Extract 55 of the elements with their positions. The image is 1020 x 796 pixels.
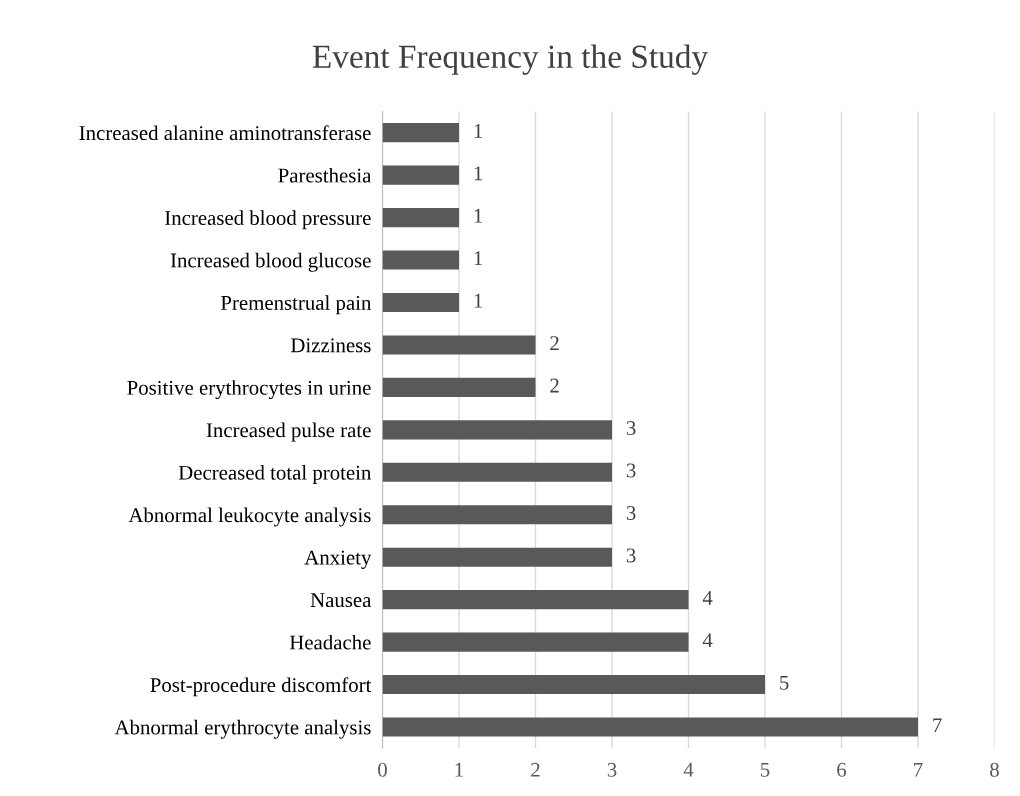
data-label: 2 xyxy=(550,336,559,350)
data-label: 1 xyxy=(474,123,483,138)
data-label: 7 xyxy=(933,718,942,733)
y-tick-label: Increased blood pressure xyxy=(165,210,371,230)
data-label: 3 xyxy=(626,548,636,563)
bar xyxy=(382,547,612,567)
data-label: 1 xyxy=(474,251,483,266)
data-label: 3 xyxy=(626,505,636,520)
y-tick-label: Paresthesia xyxy=(278,167,372,183)
bar xyxy=(382,165,459,185)
data-label: 1 xyxy=(474,293,483,308)
data-label: 1 xyxy=(474,166,483,181)
x-tick-label: 1 xyxy=(455,762,463,777)
bar xyxy=(382,335,536,355)
y-tick-label: Premenstrual pain xyxy=(220,295,372,315)
y-tick-label: Increased blood glucose xyxy=(170,252,371,272)
y-tick-label: Nausea xyxy=(310,593,372,608)
data-label: 5 xyxy=(780,675,789,690)
data-label: 2 xyxy=(550,378,559,393)
bar xyxy=(382,250,459,270)
bar xyxy=(382,420,612,440)
x-tick-label: 8 xyxy=(990,762,999,777)
y-tick-label: Decreased total protein xyxy=(178,465,372,484)
x-tick-label: 6 xyxy=(837,762,847,777)
y-tick-label: Dizziness xyxy=(290,338,371,353)
y-tick-label: Headache xyxy=(289,634,371,650)
x-tick-label: 2 xyxy=(531,762,540,777)
x-tick-label: 7 xyxy=(914,762,923,777)
bar xyxy=(382,505,612,525)
data-label: 1 xyxy=(474,208,483,223)
x-tick-label: 4 xyxy=(683,762,694,777)
x-tick-label: 5 xyxy=(761,762,770,777)
bar xyxy=(382,462,612,482)
data-label: 4 xyxy=(702,633,713,648)
bar xyxy=(382,632,689,652)
x-tick-label: 3 xyxy=(607,762,617,777)
y-tick-label: Increased pulse rate xyxy=(206,422,371,442)
bar xyxy=(382,208,459,228)
y-tick-label: Abnormal erythrocyte analysis xyxy=(114,719,371,739)
bar xyxy=(382,292,459,313)
x-tick-label: 0 xyxy=(378,762,387,777)
bar xyxy=(382,675,765,695)
data-label: 4 xyxy=(702,590,713,605)
data-label: 3 xyxy=(626,421,636,436)
y-tick-label: Abnormal leukocyte analysis xyxy=(128,507,371,527)
bar xyxy=(382,717,918,737)
y-tick-label: Anxiety xyxy=(304,550,372,569)
bar xyxy=(382,123,459,143)
y-tick-label: Increased alanine aminotransferase xyxy=(79,125,371,141)
bar xyxy=(382,377,536,397)
chart-title: Event Frequency in the Study xyxy=(312,44,708,75)
data-label: 3 xyxy=(626,463,636,478)
y-tick-label: Post-procedure discomfort xyxy=(150,677,372,697)
y-tick-label: Positive erythrocytes in urine xyxy=(127,380,371,400)
bar xyxy=(382,590,689,610)
